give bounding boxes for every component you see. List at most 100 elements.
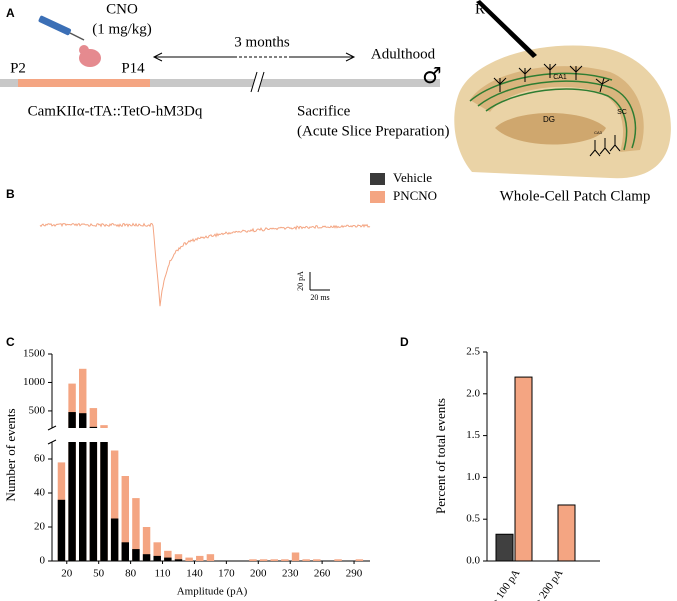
bar-part (89, 408, 98, 428)
bar-part (79, 368, 87, 428)
y-axis-label: Number of events (3, 408, 18, 501)
bar-part (196, 555, 204, 561)
bar (281, 559, 289, 561)
bar (249, 559, 257, 561)
interval-arrow (152, 52, 356, 62)
bar (121, 476, 130, 561)
x-tick-label: > 200 pA (532, 567, 566, 601)
bar (164, 557, 172, 561)
bar (89, 426, 98, 561)
legend: Vehicle PNCNO (370, 170, 437, 203)
y-tick-label: 2.5 (466, 346, 480, 358)
bar-part (313, 559, 321, 561)
y-tick-label: 1500 (23, 348, 46, 360)
dose: (1 mg/kg) (92, 21, 152, 37)
bar (174, 559, 183, 561)
sex-symbol: ♂ (422, 64, 442, 89)
bar-part (142, 554, 151, 561)
region-label: DG (543, 115, 555, 124)
bar-part (121, 542, 130, 561)
timeline (0, 79, 440, 87)
bar-part (164, 557, 172, 561)
bar (259, 559, 268, 561)
bar (334, 559, 342, 561)
scale-bar (309, 272, 330, 291)
x-tick-label: 140 (186, 568, 203, 580)
x-axis-label: Amplitude (pA) (177, 586, 248, 598)
treatment-window (18, 79, 150, 87)
y-tick-label: 500 (29, 404, 46, 416)
legend-swatch (370, 191, 385, 203)
y-tick-label: 2.0 (466, 387, 480, 399)
x-tick-label: > 100 pA (489, 567, 523, 601)
bar-part (302, 559, 310, 561)
bar-part (291, 552, 300, 561)
y-tick-label: 20 (34, 521, 46, 533)
bar-part (153, 542, 161, 561)
end-age: P14 (121, 60, 145, 76)
bar (557, 504, 576, 562)
bar-part (100, 425, 108, 428)
region-label: SC (617, 109, 627, 116)
bar-part (270, 559, 278, 561)
timeline-break (250, 71, 265, 93)
y-axis-label: Percent of total events (433, 398, 448, 514)
bar-part (89, 442, 98, 561)
bar-part (68, 442, 76, 561)
bar (153, 555, 161, 561)
bar (185, 557, 193, 561)
x-tick-label: 110 (154, 568, 171, 580)
bar-part (121, 476, 130, 561)
bar (174, 554, 183, 561)
bar (121, 542, 130, 561)
y-tick-label: 1.0 (466, 471, 480, 483)
y-tick-label: 0 (40, 555, 46, 567)
interval: 3 months (234, 34, 290, 50)
bar (153, 542, 161, 561)
y-tick-label: 0.5 (466, 513, 480, 525)
x-tick-label: 230 (282, 568, 299, 580)
bar-part (132, 498, 140, 561)
x-tick-label: 200 (250, 568, 267, 580)
bar (495, 533, 514, 562)
x-tick-label: 50 (93, 568, 105, 580)
bar (196, 555, 204, 561)
bar-part (142, 527, 151, 561)
bar-part (68, 412, 76, 428)
bar-part (132, 549, 140, 561)
y-tick-label: 1000 (23, 376, 46, 388)
bar-part (110, 518, 119, 561)
bar-part (79, 442, 87, 561)
bar-part (249, 559, 257, 561)
bar-part (259, 559, 268, 561)
bar-part (206, 554, 215, 561)
hippocampus-drawing (454, 0, 671, 179)
bar (110, 450, 119, 561)
bar (100, 442, 108, 561)
syringe-mouse (38, 15, 101, 67)
legend-label: Vehicle (393, 170, 432, 185)
panel-label: C (6, 335, 15, 349)
bar-part (110, 450, 119, 561)
current-trace (39, 222, 371, 307)
bar (270, 559, 278, 561)
y-tick-label: 40 (34, 487, 46, 499)
bar-part (334, 559, 342, 561)
bar (57, 499, 66, 561)
x-tick-label: 260 (314, 568, 331, 580)
bar (355, 559, 364, 561)
x-tick-label: 20 (61, 568, 73, 580)
y-tick-label: 1.5 (466, 429, 480, 441)
preparation: (Acute Slice Preparation) (297, 123, 449, 139)
panel-label: A (6, 6, 15, 20)
bar-part (355, 559, 364, 561)
bar-part (89, 426, 98, 428)
start-age: P2 (10, 60, 26, 76)
bar-part (57, 499, 66, 561)
panel-label: D (400, 335, 409, 349)
bar (142, 554, 151, 561)
bar (291, 552, 300, 561)
legend-label: PNCNO (393, 188, 437, 203)
axis-break (47, 425, 57, 431)
